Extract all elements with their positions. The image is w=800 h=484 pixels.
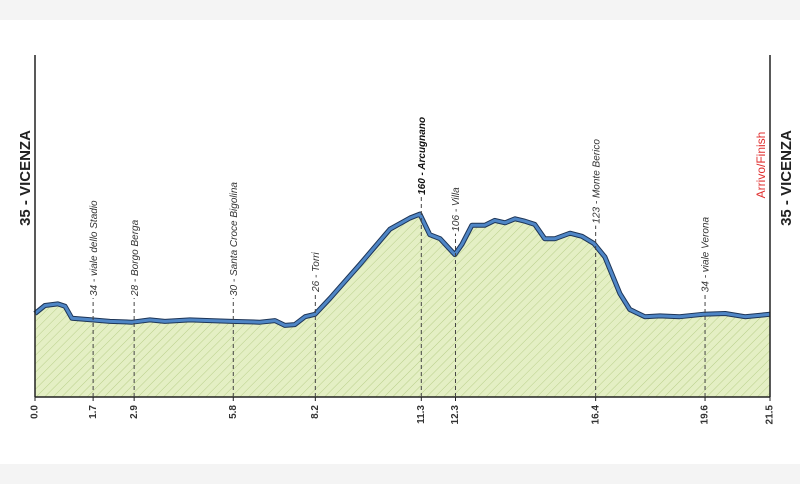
start-label: 35 - VICENZA [17, 130, 34, 226]
bottom-band [0, 464, 800, 484]
x-tick-label: 1.7 [88, 405, 99, 419]
x-tick-label: 0.0 [30, 405, 41, 419]
waypoint-label: 26 - Torri [311, 252, 322, 293]
waypoint-label: 123 - Monte Berico [591, 139, 602, 224]
x-tick-label: 19.6 [700, 405, 711, 425]
area-hatch [35, 214, 770, 397]
x-tick-label: 21.5 [765, 405, 776, 425]
x-tick-label: 2.9 [129, 405, 140, 419]
profile-line [34, 212, 771, 327]
x-tick-label: 11.3 [416, 405, 427, 424]
x-tick-label: 16.4 [590, 405, 601, 425]
x-tick-label: 8.2 [310, 405, 321, 419]
top-band [0, 0, 800, 20]
end-label: 35 - VICENZA [778, 130, 795, 226]
x-tick-label: 12.3 [450, 405, 461, 425]
waypoint-label: 106 - Villa [451, 187, 462, 232]
plot: 34 - viale dello Stadio 28 - Borgo Berga 3… [30, 55, 776, 424]
waypoint-label: 34 - viale Verona [701, 217, 712, 293]
waypoint-label: 160 - Arcugnano [417, 117, 428, 195]
waypoint-label: 34 - viale dello Stadio [89, 200, 100, 296]
waypoint-label: 28 - Borgo Berga [130, 219, 141, 297]
waypoint-label: 30 - Santa Croce Bigolina [229, 182, 240, 296]
x-tick-label: 5.8 [228, 405, 239, 419]
finish-label: Arrivo/Finish [754, 132, 768, 199]
